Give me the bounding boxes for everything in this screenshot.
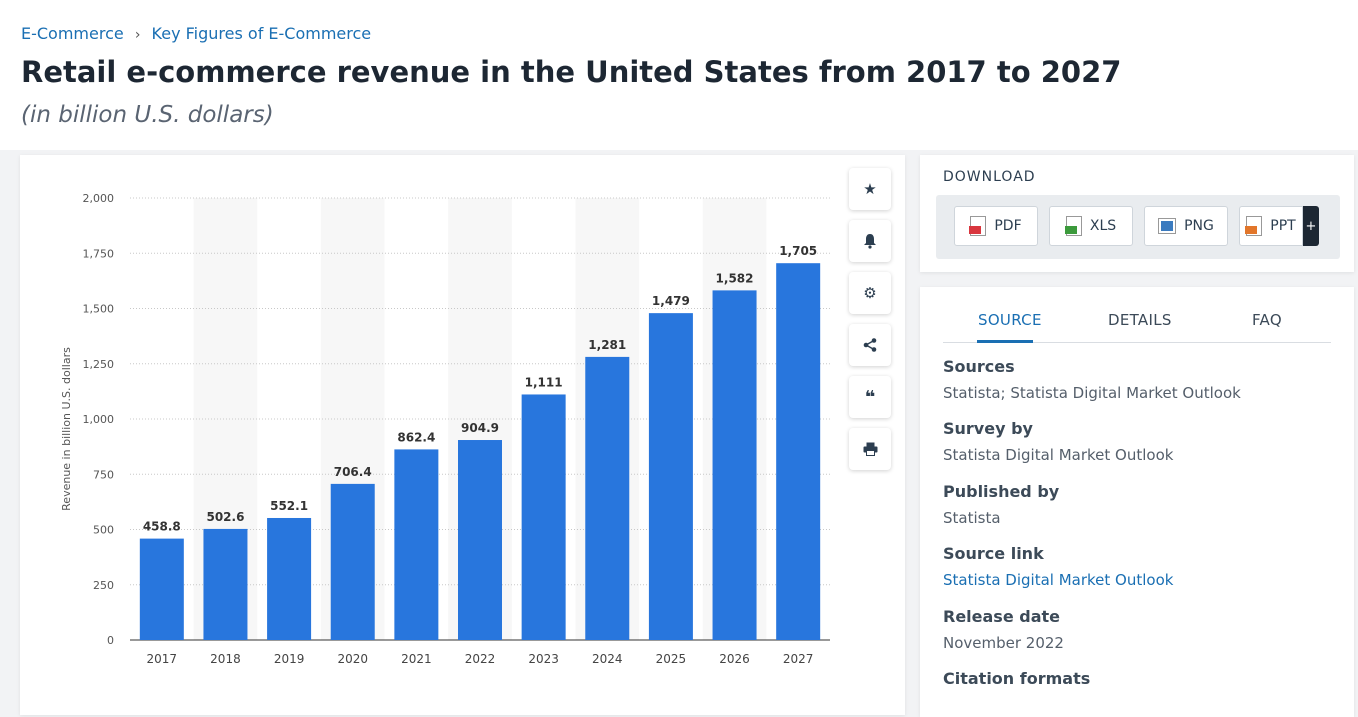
pdf-label: PDF [994, 218, 1022, 234]
data-label: 1,705 [779, 244, 817, 258]
published-value: Statista [943, 509, 1001, 527]
breadcrumb-link-key-figures[interactable]: Key Figures of E-Commerce [151, 24, 372, 43]
x-tick-label: 2017 [147, 652, 178, 666]
download-card: DOWNLOAD PDF XLS PNG PPT + [920, 155, 1354, 272]
png-label: PNG [1184, 218, 1214, 234]
x-tick-label: 2022 [465, 652, 496, 666]
cite-button[interactable]: ❝ [849, 376, 891, 418]
active-tab-indicator [977, 340, 1033, 343]
download-ppt-button[interactable]: PPT [1239, 206, 1303, 246]
breadcrumb: E-Commerce › Key Figures of E-Commerce [21, 24, 371, 43]
bell-icon [864, 234, 876, 249]
more-downloads-button[interactable]: + [1303, 206, 1319, 246]
x-tick-label: 2025 [656, 652, 687, 666]
x-tick-label: 2018 [210, 652, 241, 666]
data-label: 904.9 [461, 421, 499, 435]
info-card: SOURCE DETAILS FAQ Sources Statista; Sta… [920, 287, 1354, 717]
pdf-file-icon [969, 216, 987, 236]
y-tick-label: 0 [107, 634, 114, 647]
x-tick-label: 2027 [783, 652, 814, 666]
bar [394, 449, 439, 640]
breadcrumb-link-ecommerce[interactable]: E-Commerce [21, 24, 124, 43]
data-label: 1,111 [525, 375, 563, 389]
y-tick-label: 1,250 [83, 358, 115, 371]
y-tick-label: 1,750 [83, 247, 115, 260]
download-xls-button[interactable]: XLS [1049, 206, 1133, 246]
download-bar: PDF XLS PNG PPT + [936, 195, 1340, 259]
png-file-icon [1158, 218, 1177, 234]
bar [712, 290, 757, 640]
bar [585, 356, 630, 640]
data-label: 862.4 [397, 430, 435, 444]
bar [330, 483, 375, 640]
print-icon [863, 442, 877, 456]
share-button[interactable] [849, 324, 891, 366]
data-label: 706.4 [334, 465, 372, 479]
y-tick-label: 1,000 [83, 413, 115, 426]
bar [203, 528, 248, 640]
release-date-label: Release date [943, 607, 1060, 626]
ppt-file-icon [1245, 216, 1263, 236]
download-pdf-button[interactable]: PDF [954, 206, 1038, 246]
ppt-label: PPT [1270, 218, 1296, 234]
bar [139, 538, 184, 640]
y-tick-label: 750 [93, 468, 114, 481]
y-tick-label: 250 [93, 579, 114, 592]
y-tick-label: 500 [93, 524, 114, 537]
survey-value: Statista Digital Market Outlook [943, 446, 1174, 464]
data-label: 1,479 [652, 294, 690, 308]
y-tick-label: 1,500 [83, 303, 115, 316]
star-icon: ★ [863, 180, 877, 198]
notification-button[interactable] [849, 220, 891, 262]
print-button[interactable] [849, 428, 891, 470]
tab-details[interactable]: DETAILS [1108, 311, 1172, 329]
sources-label: Sources [943, 357, 1015, 376]
x-tick-label: 2023 [528, 652, 559, 666]
data-label: 1,582 [716, 271, 754, 285]
info-tabs: SOURCE DETAILS FAQ [943, 309, 1331, 343]
data-label: 1,281 [588, 338, 626, 352]
chart-toolbar: ★ ⚙ ❝ [849, 168, 892, 480]
page-subtitle: (in billion U.S. dollars) [21, 102, 274, 128]
settings-button[interactable]: ⚙ [849, 272, 891, 314]
published-label: Published by [943, 482, 1060, 501]
page-header: E-Commerce › Key Figures of E-Commerce R… [0, 0, 1358, 150]
bar [776, 263, 821, 640]
favorite-button[interactable]: ★ [849, 168, 891, 210]
data-label: 502.6 [206, 510, 244, 524]
bar-chart: 0 250 500 750 1,000 1,250 1,500 1,750 2,000 458.8… [60, 192, 830, 666]
x-tick-label: 2026 [719, 652, 750, 666]
bar [458, 440, 502, 640]
y-tick-label: 2,000 [83, 192, 115, 205]
gear-icon: ⚙ [863, 284, 877, 302]
source-link[interactable]: Statista Digital Market Outlook [943, 571, 1174, 589]
tab-source[interactable]: SOURCE [978, 311, 1042, 329]
xls-file-icon [1064, 216, 1082, 236]
download-label: DOWNLOAD [943, 169, 1036, 185]
page-title: Retail e-commerce revenue in the United … [21, 55, 1122, 89]
chart-card: 0 250 500 750 1,000 1,250 1,500 1,750 2,000 458.8… [20, 155, 905, 715]
source-link-label: Source link [943, 544, 1044, 563]
y-axis-title: Revenue in billion U.S. dollars [60, 347, 73, 511]
release-date-value: November 2022 [943, 634, 1064, 652]
x-tick-label: 2024 [592, 652, 623, 666]
x-tick-label: 2020 [337, 652, 368, 666]
breadcrumb-separator: › [134, 27, 141, 43]
data-label: 458.8 [143, 520, 181, 534]
bar [521, 394, 566, 640]
bar [648, 313, 693, 640]
x-tick-label: 2019 [274, 652, 305, 666]
download-png-button[interactable]: PNG [1144, 206, 1228, 246]
bar [267, 517, 312, 640]
share-icon [863, 338, 877, 352]
data-label: 552.1 [270, 499, 308, 513]
tab-faq[interactable]: FAQ [1252, 311, 1282, 329]
quote-icon: ❝ [864, 386, 876, 408]
x-tick-label: 2021 [401, 652, 432, 666]
citation-formats-label: Citation formats [943, 669, 1091, 688]
survey-label: Survey by [943, 419, 1033, 438]
sources-value: Statista; Statista Digital Market Outloo… [943, 384, 1241, 402]
xls-label: XLS [1089, 218, 1117, 234]
